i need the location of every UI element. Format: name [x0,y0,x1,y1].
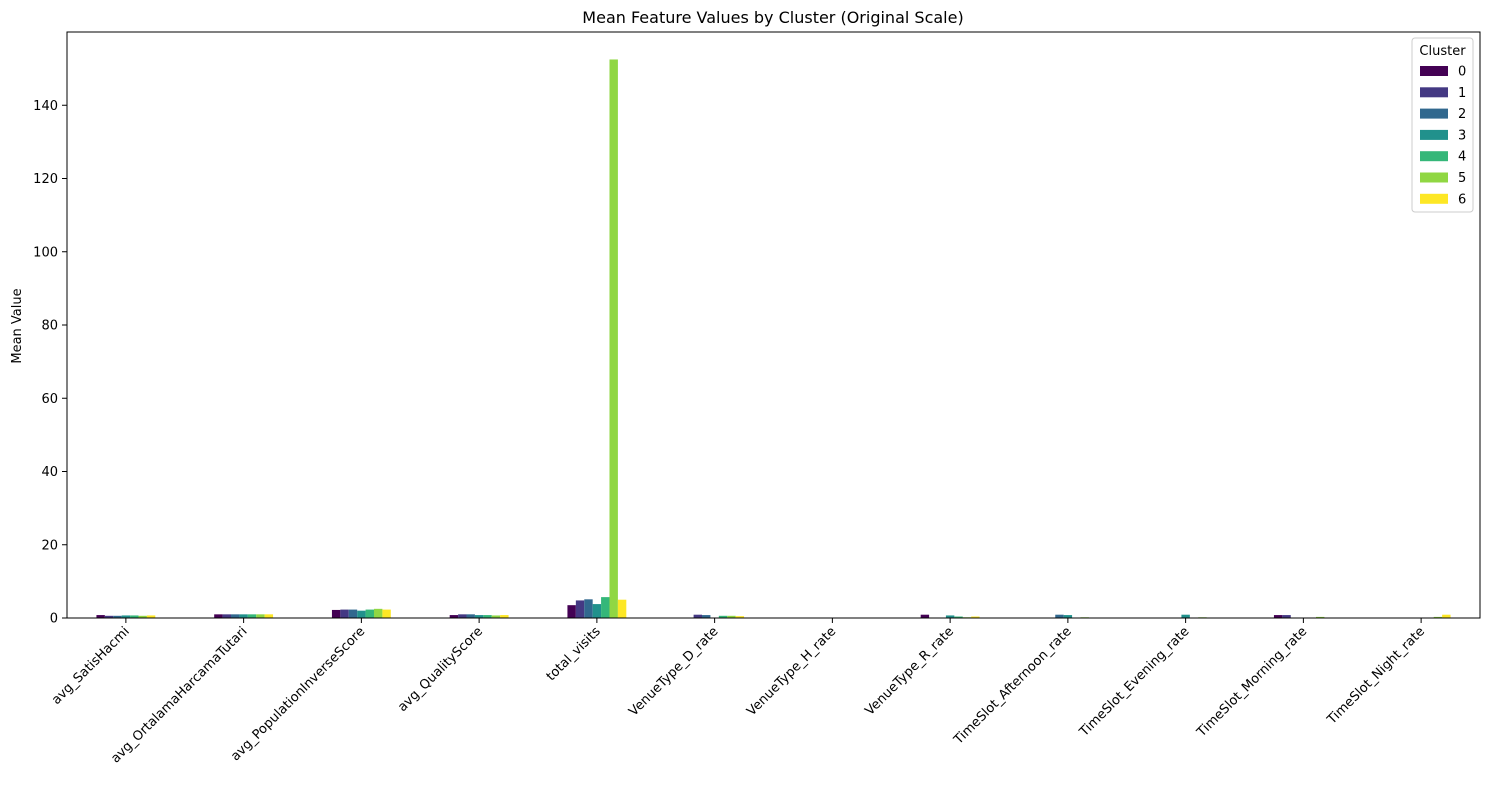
bar-cluster-2-avg_SatisHacmi [113,615,122,618]
legend-entry-2: 2 [1458,107,1466,122]
bar-cluster-4-avg_QualityScore [483,615,492,618]
y-tick-label: 20 [41,538,58,553]
y-tick-label: 40 [41,465,58,480]
y-tick-label: 120 [33,172,58,187]
legend-entry-4: 4 [1458,150,1466,165]
y-tick-label: 80 [41,319,58,334]
legend-swatch-4 [1420,151,1448,162]
chart-title: Mean Feature Values by Cluster (Original… [582,8,963,27]
bar-cluster-6-total_visits [617,599,627,618]
bar-cluster-3-TimeSlot_Evening_rate [1181,614,1190,618]
x-tick-label: VenueType_R_rate [862,624,957,719]
bar-cluster-4-avg_PopulationInverseScore [365,609,374,618]
legend-entry-0: 0 [1458,65,1466,80]
bar-cluster-3-avg_QualityScore [474,615,484,618]
bar-cluster-4-avg_OrtalamaHarcamaTutari [247,614,257,618]
x-tick-label: TimeSlot_Evening_rate [1076,624,1192,740]
x-tick-label: VenueType_D_rate [626,624,721,719]
x-tick-label: avg_OrtalamaHarcamaTutari [108,624,250,766]
legend-title: Cluster [1419,44,1466,59]
y-tick-label: 100 [33,245,58,260]
bar-cluster-3-VenueType_R_rate [945,615,955,618]
y-tick-label: 0 [50,612,58,627]
bar-cluster-5-avg_SatisHacmi [138,615,147,618]
bar-cluster-2-avg_PopulationInverseScore [348,609,358,618]
bar-cluster-6-VenueType_D_rate [735,616,745,618]
legend-swatch-3 [1420,129,1448,140]
legend-swatch-0 [1420,66,1448,76]
x-tick-label: TimeSlot_Night_rate [1324,624,1428,728]
bar-cluster-0-avg_OrtalamaHarcamaTutari [214,614,223,618]
legend-swatch-2 [1420,108,1448,119]
bar-cluster-2-total_visits [584,599,593,618]
bar-cluster-5-TimeSlot_Night_rate [1433,616,1443,618]
legend-entry-3: 3 [1458,128,1466,143]
bar-cluster-6-TimeSlot_Night_rate [1442,614,1451,618]
bar-cluster-0-avg_SatisHacmi [96,615,105,618]
y-tick-label: 60 [41,392,58,407]
bar-cluster-0-total_visits [567,605,576,618]
bar-cluster-1-total_visits [575,600,585,618]
bar-cluster-1-avg_OrtalamaHarcamaTutari [222,614,232,618]
y-axis-label: Mean Value [10,288,25,363]
bar-cluster-1-VenueType_D_rate [693,614,703,618]
bar-cluster-5-total_visits [609,59,618,619]
x-tick-label: TimeSlot_Afternoon_rate [951,624,1075,748]
legend-entry-5: 5 [1458,171,1466,186]
bar-cluster-5-TimeSlot_Morning_rate [1315,616,1325,618]
legend-swatch-5 [1420,172,1448,183]
bar-cluster-1-avg_PopulationInverseScore [340,609,349,618]
bar-cluster-1-avg_SatisHacmi [104,615,114,618]
bar-cluster-3-avg_SatisHacmi [121,615,131,618]
bar-cluster-5-VenueType_D_rate [727,615,736,618]
bar-cluster-2-TimeSlot_Afternoon_rate [1055,614,1064,618]
bar-cluster-2-avg_QualityScore [466,614,475,618]
bar-cluster-4-avg_SatisHacmi [130,615,139,618]
bar-cluster-1-avg_QualityScore [458,614,467,618]
bar-cluster-4-VenueType_R_rate [954,616,963,618]
bar-cluster-6-avg_SatisHacmi [146,615,156,618]
legend: Cluster 0 1 2 3 4 5 6 [1411,37,1474,213]
bar-cluster-2-VenueType_D_rate [702,615,711,618]
y-tick-label: 140 [33,99,58,114]
bar-cluster-0-TimeSlot_Morning_rate [1273,615,1283,618]
bar-cluster-0-avg_PopulationInverseScore [331,609,341,618]
bar-cluster-3-total_visits [592,604,602,618]
bar-cluster-6-avg_PopulationInverseScore [382,609,391,618]
x-tick-label: TimeSlot_Morning_rate [1194,624,1311,741]
bar-cluster-6-avg_OrtalamaHarcamaTutari [264,614,274,618]
bar-cluster-0-avg_QualityScore [449,615,459,618]
bar-cluster-4-total_visits [601,597,610,618]
x-tick-label: avg_PopulationInverseScore [228,624,368,764]
legend-swatch-6 [1420,193,1448,204]
bar-cluster-5-avg_QualityScore [491,615,501,618]
bar-cluster-3-avg_OrtalamaHarcamaTutari [239,614,248,618]
bar-cluster-5-avg_PopulationInverseScore [373,608,383,618]
bar-cluster-6-VenueType_R_rate [971,616,980,618]
bar-cluster-2-avg_OrtalamaHarcamaTutari [231,614,240,618]
x-tick-label: total_visits [544,624,604,684]
bar-cluster-0-VenueType_R_rate [920,614,930,618]
axes-frame [66,31,1481,619]
bar-cluster-4-VenueType_D_rate [718,615,728,618]
plot-area: 020406080100120140avg_SatisHacmiavg_Orta… [33,31,1481,766]
x-tick-label: VenueType_H_rate [744,624,839,719]
legend-swatch-1 [1420,87,1448,98]
x-tick-label: avg_QualityScore [395,624,486,715]
bar-cluster-5-avg_OrtalamaHarcamaTutari [256,614,265,618]
x-tick-label: avg_SatisHacmi [49,624,133,708]
legend-box [1411,37,1474,213]
legend-entry-6: 6 [1458,192,1466,207]
bar-cluster-3-avg_PopulationInverseScore [357,610,366,618]
bar-cluster-6-avg_QualityScore [500,615,509,618]
bar-cluster-3-TimeSlot_Afternoon_rate [1063,615,1073,618]
legend-entry-1: 1 [1458,86,1466,101]
bar-cluster-1-TimeSlot_Morning_rate [1282,615,1291,618]
